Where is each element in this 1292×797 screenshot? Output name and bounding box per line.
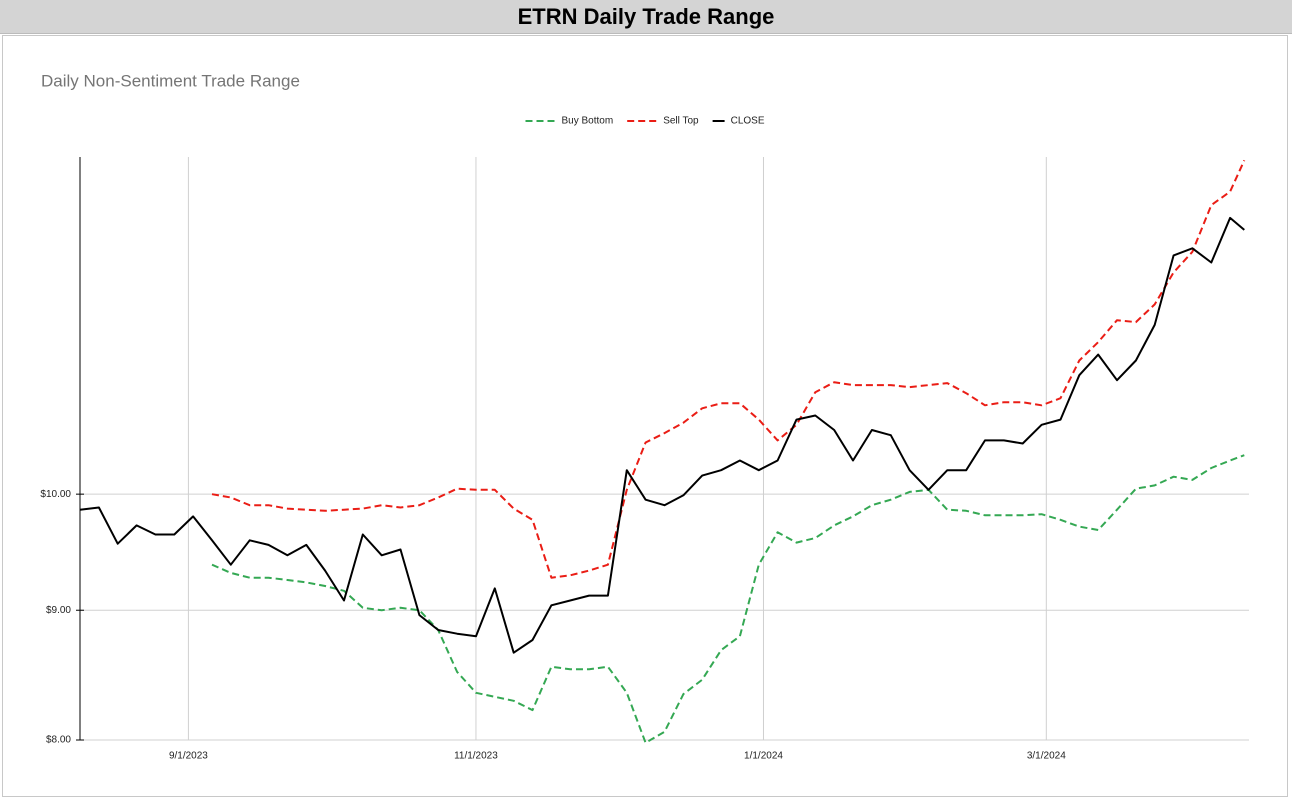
x-tick-label: 9/1/2023 <box>169 751 208 762</box>
y-tick-label: $8.00 <box>46 735 71 746</box>
legend-label: Buy Bottom <box>561 116 613 127</box>
x-tick-label: 3/1/2024 <box>1027 751 1066 762</box>
y-tick-label: $10.00 <box>40 489 71 500</box>
series-line <box>211 454 1245 744</box>
y-tick-label: $9.00 <box>46 605 71 616</box>
legend-label: CLOSE <box>731 116 765 127</box>
sheet-title: ETRN Daily Trade Range <box>0 0 1292 34</box>
x-tick-label: 1/1/2024 <box>744 751 783 762</box>
legend-label: Sell Top <box>663 116 699 127</box>
chart-title: Daily Non-Sentiment Trade Range <box>41 71 300 90</box>
series-line <box>211 159 1246 579</box>
x-tick-label: 11/1/2023 <box>454 751 498 762</box>
series-line <box>79 216 1245 654</box>
